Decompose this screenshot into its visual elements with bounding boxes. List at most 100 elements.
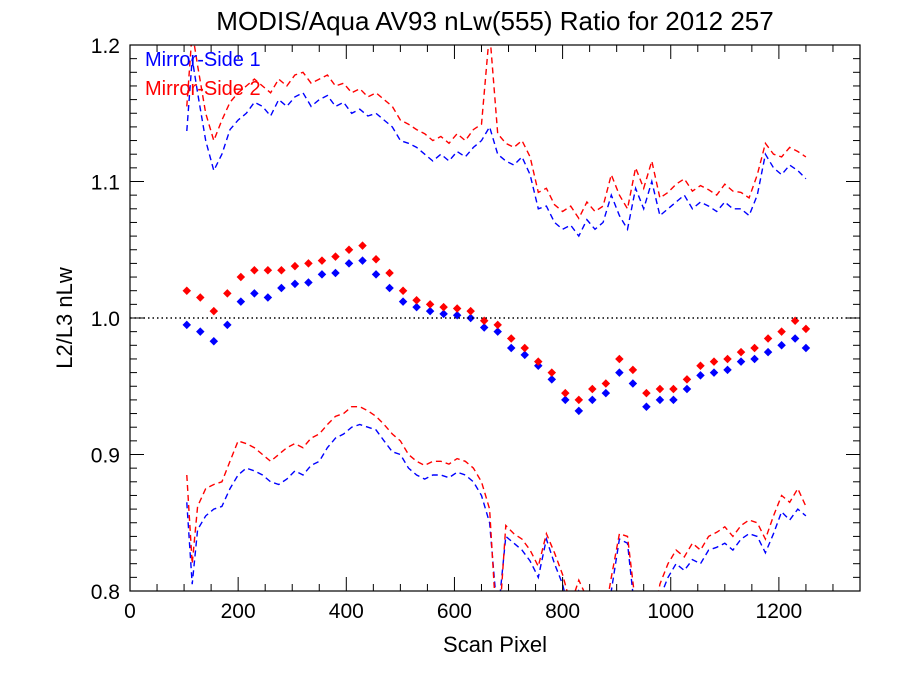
data-point <box>736 347 746 357</box>
data-point <box>520 343 529 353</box>
y-tick-label: 0.9 <box>91 445 120 468</box>
dashed-envelope-line <box>186 45 807 220</box>
data-point <box>615 368 624 377</box>
data-point <box>277 283 286 293</box>
x-tick-label: 400 <box>329 600 364 623</box>
data-point <box>290 279 300 289</box>
dashed-envelope-line <box>186 423 807 591</box>
x-axis-label: Scan Pixel <box>443 632 547 657</box>
data-point <box>615 354 624 364</box>
data-point <box>588 384 597 394</box>
data-point <box>250 289 259 298</box>
data-point <box>250 265 259 275</box>
data-point <box>588 395 597 405</box>
data-point <box>628 379 638 388</box>
data-point <box>763 334 773 343</box>
data-point <box>412 302 421 312</box>
data-point <box>642 388 651 398</box>
data-point <box>358 256 367 265</box>
data-point <box>561 388 570 398</box>
data-point <box>223 320 232 330</box>
x-tick-label: 1200 <box>756 600 803 623</box>
y-tick-label: 1.1 <box>91 172 120 195</box>
data-point <box>709 357 719 366</box>
data-point <box>304 278 313 287</box>
data-point <box>682 375 692 384</box>
data-point <box>425 306 435 316</box>
data-point <box>277 265 286 275</box>
data-point <box>344 245 354 254</box>
data-point <box>723 354 732 364</box>
data-point <box>290 261 300 271</box>
data-point <box>655 395 665 405</box>
data-point <box>547 368 557 377</box>
legend-ms1: Mirror-Side 1 <box>145 49 261 71</box>
x-tick-label: 1000 <box>647 600 694 623</box>
data-point <box>790 334 800 343</box>
data-point <box>344 259 354 268</box>
data-point <box>777 327 786 336</box>
y-tick-label: 0.8 <box>91 581 120 604</box>
data-point <box>236 297 246 306</box>
y-tick-label: 1.2 <box>91 35 120 58</box>
data-point <box>534 357 543 366</box>
legend-ms2: Mirror-Side 2 <box>145 78 261 100</box>
data-point <box>371 270 381 279</box>
data-point <box>452 304 462 313</box>
data-point <box>696 361 705 371</box>
data-point <box>493 320 502 330</box>
x-tick-label: 600 <box>437 600 472 623</box>
data-point <box>263 293 273 302</box>
x-tick-label: 0 <box>124 600 136 623</box>
data-point <box>696 371 705 380</box>
data-point <box>196 293 205 302</box>
data-point <box>574 406 584 416</box>
data-point <box>709 368 719 377</box>
data-point <box>723 365 732 375</box>
data-point <box>750 354 759 364</box>
data-point <box>196 327 205 336</box>
data-point <box>182 286 192 295</box>
data-point <box>601 388 611 398</box>
y-axis-label: L2/L3 nLw <box>52 267 77 369</box>
data-point <box>601 379 611 388</box>
data-point <box>223 289 232 298</box>
data-point <box>493 327 502 336</box>
data-point <box>561 395 570 405</box>
data-point <box>331 252 340 261</box>
data-point <box>317 270 327 279</box>
data-point <box>263 265 273 275</box>
data-point <box>682 384 692 394</box>
chart-title: MODIS/Aqua AV93 nLw(555) Ratio for 2012 … <box>216 6 773 36</box>
data-point <box>358 241 367 250</box>
dashed-envelope-line <box>186 58 807 238</box>
data-point <box>466 313 475 323</box>
data-point <box>628 365 638 375</box>
data-point <box>750 343 759 353</box>
data-point <box>736 357 746 366</box>
data-point <box>439 309 448 319</box>
data-point <box>385 268 394 278</box>
data-point <box>317 256 327 265</box>
data-point <box>182 320 192 330</box>
dashed-envelope-line <box>186 406 807 591</box>
data-point <box>655 384 665 394</box>
data-point <box>466 306 475 316</box>
data-point <box>412 296 421 305</box>
data-point <box>763 347 773 357</box>
data-point <box>371 255 381 264</box>
data-point <box>801 324 811 334</box>
data-point <box>506 343 516 353</box>
x-tick-label: 200 <box>221 600 256 623</box>
y-tick-label: 1.0 <box>91 308 120 331</box>
data-point <box>801 343 811 353</box>
data-point <box>209 336 219 346</box>
data-point <box>669 395 678 405</box>
data-point <box>398 297 408 306</box>
data-point <box>236 272 246 282</box>
data-point <box>669 384 678 394</box>
data-point <box>547 375 557 384</box>
data-point <box>506 334 516 343</box>
data-point <box>304 259 313 268</box>
data-point <box>385 283 394 293</box>
